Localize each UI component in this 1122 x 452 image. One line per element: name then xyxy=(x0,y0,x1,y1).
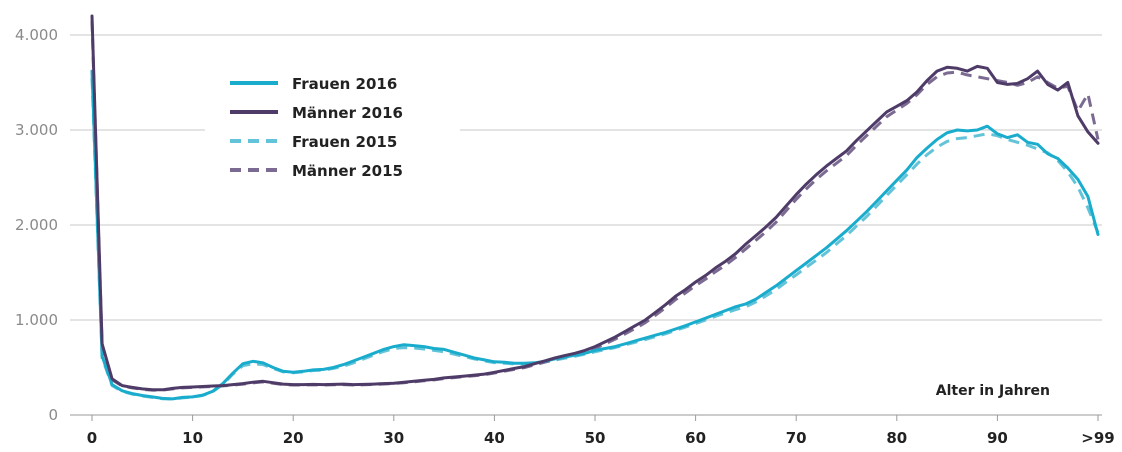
y-tick-label: 2.000 xyxy=(15,216,58,234)
y-tick-label: 1.000 xyxy=(15,311,58,329)
x-tick-label: 10 xyxy=(182,429,203,447)
legend-label: Frauen 2016 xyxy=(292,75,397,93)
x-tick-label: 70 xyxy=(786,429,807,447)
x-tick-label: 90 xyxy=(987,429,1008,447)
x-axis-label: Alter in Jahren xyxy=(936,383,1050,399)
x-tick-label: 50 xyxy=(585,429,606,447)
x-axis xyxy=(70,414,1102,421)
series-line xyxy=(90,69,1100,401)
legend-label: Männer 2016 xyxy=(292,104,403,122)
x-tick-label: >99 xyxy=(1081,429,1114,447)
series-line xyxy=(90,14,1100,392)
y-tick-label: 3.000 xyxy=(15,121,58,139)
y-axis: 0 1.000 2.000 3.000 4.000 xyxy=(15,26,58,424)
series-lines xyxy=(90,14,1100,401)
x-tick-labels: 0 10 20 30 40 50 60 70 80 90 >99 xyxy=(87,429,1115,447)
legend: Frauen 2016 Männer 2016 Frauen 2015 Männer … xyxy=(205,62,460,197)
legend-label: Frauen 2015 xyxy=(292,133,397,151)
x-tick-label: 20 xyxy=(283,429,304,447)
x-tick-label: 40 xyxy=(484,429,505,447)
x-tick-label: 30 xyxy=(383,429,404,447)
legend-label: Männer 2015 xyxy=(292,162,403,180)
x-tick-label: 80 xyxy=(886,429,907,447)
y-tick-label: 0 xyxy=(48,406,58,424)
x-tick-label: 60 xyxy=(685,429,706,447)
y-tick-label: 4.000 xyxy=(15,26,58,44)
x-tick-label: 0 xyxy=(87,429,97,447)
